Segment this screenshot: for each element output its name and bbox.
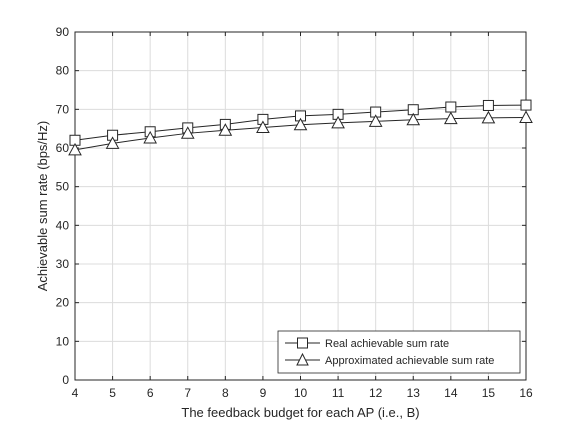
x-tick-label: 12: [369, 386, 383, 400]
series-group: [68, 99, 533, 156]
data-point-approx: [68, 142, 82, 156]
y-tick-label: 90: [56, 25, 70, 39]
data-point-approx: [105, 136, 120, 149]
legend-label-real: Real achievable sum rate: [325, 338, 449, 350]
legend-box: [277, 330, 521, 374]
x-tick-label: 5: [109, 386, 116, 400]
data-point-approx: [406, 112, 421, 126]
y-tick-label: 60: [56, 141, 70, 155]
y-tick-label: 30: [56, 257, 70, 271]
data-point-approx: [218, 123, 233, 136]
legend: Real achievable sum rate Approximated ac…: [277, 330, 521, 374]
x-tick-label: 7: [184, 386, 191, 400]
y-tick-label: 20: [56, 296, 70, 310]
data-point-approx: [481, 110, 496, 124]
legend-marker-triangle: [296, 352, 309, 366]
y-tick-label: 0: [62, 373, 69, 387]
legend-label-approx: Approximated achievable sum rate: [325, 355, 494, 367]
data-point-approx: [143, 130, 158, 144]
data-point-approx: [443, 111, 458, 125]
data-point-approx: [331, 115, 345, 129]
x-tick-label: 14: [444, 386, 458, 400]
x-tick-label: 11: [332, 386, 345, 400]
data-point-real: [520, 99, 532, 111]
x-tick-label: 13: [407, 386, 421, 400]
data-point-approx: [293, 117, 308, 131]
data-point-approx: [368, 114, 383, 127]
y-tick-label: 50: [56, 180, 70, 194]
data-point-approx: [180, 126, 195, 139]
x-tick-label: 15: [482, 386, 496, 400]
data-point-real: [445, 101, 457, 113]
axis-ticks: 4 5 6 7 8 9 10 11 12 13 14 15 16 0 10 20 30 40 50 60 70 80 90: [56, 25, 533, 400]
data-point-approx: [256, 120, 270, 134]
x-tick-label: 8: [222, 386, 229, 400]
y-tick-label: 70: [56, 102, 70, 116]
grid-lines: [75, 32, 526, 380]
y-tick-label: 80: [56, 64, 70, 78]
x-tick-label: 6: [147, 386, 154, 400]
y-tick-label: 40: [56, 218, 70, 232]
x-axis-label: The feedback budget for each AP (i.e., B…: [181, 405, 419, 420]
legend-marker-square: [297, 337, 308, 349]
x-tick-label: 9: [260, 386, 267, 400]
data-point-real: [482, 99, 494, 111]
y-axis-label: Achievable sum rate (bps/Hz): [35, 121, 50, 292]
data-point-approx: [519, 110, 533, 123]
x-tick-label: 4: [72, 386, 79, 400]
x-tick-label: 16: [519, 386, 533, 400]
x-tick-label: 10: [294, 386, 308, 400]
y-tick-label: 10: [56, 334, 70, 348]
